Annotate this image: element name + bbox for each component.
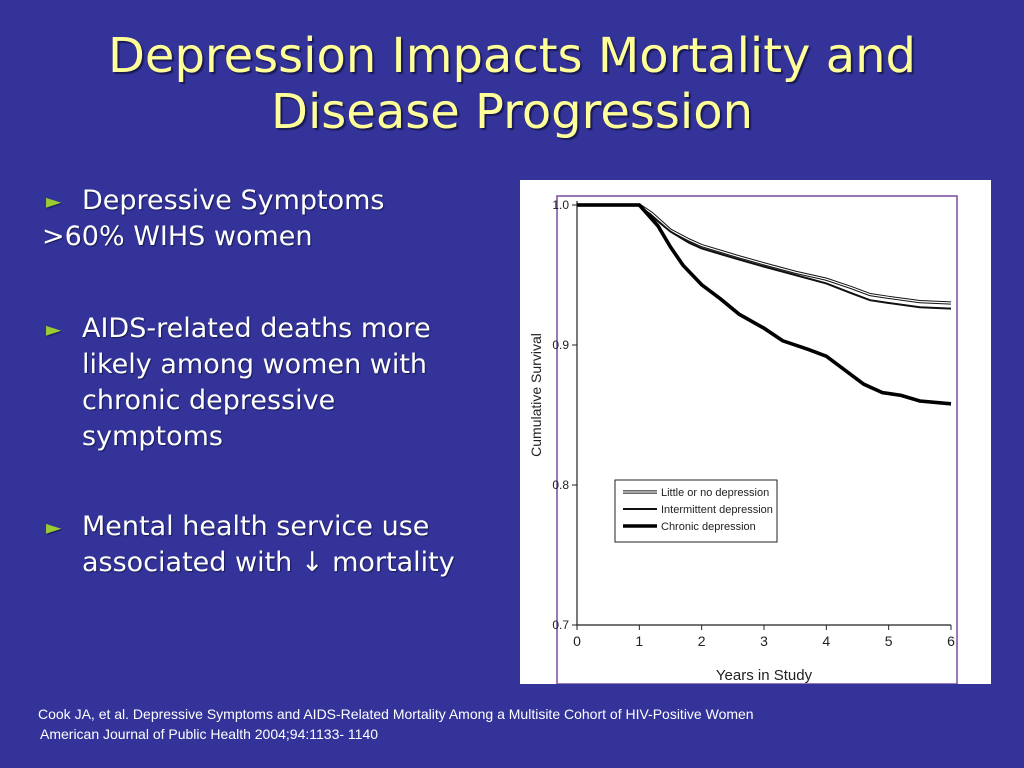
- legend-label: Intermittent depression: [661, 504, 773, 516]
- chart-axes: 0.7 0.8 0.9 1.0 0 1 2 3 4 5 6 Years in Study Cumulat…: [528, 198, 955, 684]
- citation: Cook JA, et al. Depressive Symptoms and …: [38, 704, 754, 744]
- survival-chart-svg: 0.7 0.8 0.9 1.0 0 1 2 3 4 5 6 Years in Study Cumulat…: [528, 195, 958, 685]
- y-axis-label: Cumulative Survival: [528, 333, 544, 457]
- chart-legend: Little or no depression Intermittent depr…: [614, 479, 778, 543]
- legend-label: Chronic depression: [661, 521, 756, 533]
- title-line-1: Depression Impacts Mortality and: [107, 28, 917, 84]
- bullet-line: associated with ↓ mortality: [82, 547, 455, 578]
- bullet-mental-health: ► Mental health service use associated w…: [40, 509, 510, 581]
- bullet-line: likely among women with: [82, 349, 428, 380]
- legend-box: [614, 479, 778, 543]
- bullet-line: symptoms: [82, 421, 223, 452]
- y-tick-label: 0.8: [552, 478, 569, 492]
- bullet-line: chronic depressive: [82, 385, 336, 416]
- chart-series: [577, 203, 952, 406]
- x-tick-label: 5: [885, 633, 893, 649]
- x-tick-label: 6: [947, 633, 955, 649]
- bullet-arrow-icon: ►: [46, 515, 62, 539]
- x-tick-label: 2: [698, 633, 706, 649]
- bullet-arrow-icon: ►: [46, 317, 62, 341]
- series-line-0-inner: [577, 204, 952, 304]
- chart-frame: [556, 195, 958, 685]
- series-line-0-outer: [577, 203, 952, 305]
- survival-chart: 0.7 0.8 0.9 1.0 0 1 2 3 4 5 6 Years in Study Cumulat…: [520, 180, 991, 685]
- y-tick-label: 0.9: [552, 338, 569, 352]
- y-tick-label: 0.7: [552, 618, 569, 632]
- x-tick-label: 1: [635, 633, 643, 649]
- y-tick-label: 1.0: [552, 198, 569, 212]
- bullet-text: Depressive Symptoms: [82, 185, 385, 216]
- bullet-depressive-symptoms: ► Depressive Symptoms: [40, 183, 510, 219]
- series-line-1: [577, 204, 952, 310]
- bullet-list: ► Depressive Symptoms >60% WIHS women ► …: [40, 183, 510, 581]
- wihs-statistic: >60% WIHS women: [42, 221, 313, 252]
- x-tick-label: 0: [573, 633, 581, 649]
- bullet-aids-deaths: ► AIDS-related deaths more likely among …: [40, 311, 510, 455]
- series-line-2: [577, 203, 952, 406]
- bullet-line: Mental health service use: [82, 511, 430, 542]
- x-tick-label: 4: [822, 633, 830, 649]
- title-line-2: Disease Progression: [270, 84, 753, 140]
- citation-line-1: Cook JA, et al. Depressive Symptoms and …: [38, 706, 754, 722]
- citation-line-2: American Journal of Public Health 2004;9…: [40, 726, 379, 742]
- x-tick-label: 3: [760, 633, 768, 649]
- bullet-line: AIDS-related deaths more: [82, 313, 431, 344]
- bullet-arrow-icon: ►: [46, 189, 62, 213]
- slide-title: Depression Impacts Mortality and Disease…: [0, 28, 1024, 140]
- legend-label: Little or no depression: [661, 487, 769, 499]
- x-axis-label: Years in Study: [716, 667, 813, 684]
